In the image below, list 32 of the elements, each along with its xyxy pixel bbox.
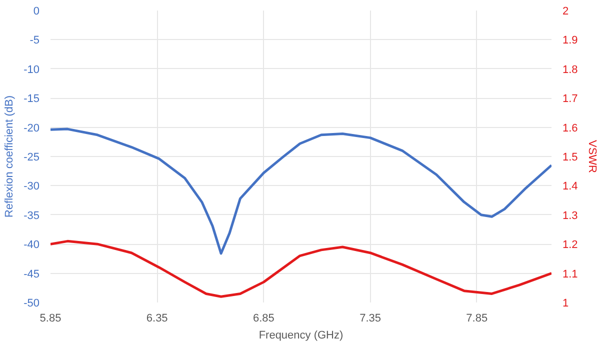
y-tick-label: 0 — [33, 6, 40, 18]
x-axis-title: Frequency (GHz) — [258, 330, 344, 342]
line-series — [50, 128, 552, 255]
y2-tick-label: 1.4 — [562, 180, 578, 193]
x-tick-label: 5.85 — [40, 312, 62, 324]
y-tick-label: -45 — [24, 268, 40, 280]
y2-axis-title: VSWR — [586, 140, 598, 174]
line-series — [50, 240, 552, 298]
y-tick-label: -30 — [24, 180, 40, 193]
y-tick-label: -5 — [30, 34, 40, 47]
x-tick-label: 7.35 — [360, 312, 382, 324]
y-tick-label: -15 — [24, 93, 40, 106]
x-tick-label: 7.85 — [466, 312, 488, 324]
x-tick-label: 6.85 — [252, 312, 274, 324]
y-tick-label: -50 — [24, 298, 40, 310]
y2-tick-label: 1.3 — [562, 210, 578, 222]
y2-tick-label: 1.7 — [562, 93, 578, 106]
y-axis-title: Reflexion coefficient (dB) — [4, 95, 16, 218]
y2-tick-label: 1.1 — [562, 268, 578, 280]
y2-tick-label: 1.8 — [562, 64, 578, 76]
y-tick-label: -20 — [24, 122, 40, 134]
y2-tick-label: 1 — [562, 298, 569, 310]
y-tick-label: -10 — [24, 64, 40, 76]
y2-tick-label: 1.6 — [562, 122, 578, 134]
y-tick-label: -40 — [24, 239, 40, 252]
y2-tick-label: 2 — [562, 6, 569, 18]
y-tick-label: -25 — [24, 152, 40, 164]
y2-tick-label: 1.9 — [562, 34, 578, 47]
y2-tick-label: 1.2 — [562, 239, 578, 252]
y2-tick-label: 1.5 — [562, 152, 578, 164]
y-tick-label: -35 — [24, 210, 40, 222]
x-tick-label: 6.35 — [146, 312, 168, 324]
